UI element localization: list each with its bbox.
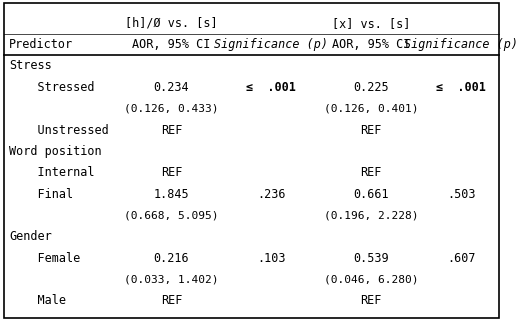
Text: (0.668, 5.095): (0.668, 5.095) <box>124 211 219 221</box>
Text: (0.126, 0.401): (0.126, 0.401) <box>324 104 418 114</box>
Text: Significance (p): Significance (p) <box>404 38 518 51</box>
Text: AOR, 95% CI: AOR, 95% CI <box>332 38 411 51</box>
Text: Male: Male <box>9 294 66 308</box>
Text: (0.196, 2.228): (0.196, 2.228) <box>324 211 418 221</box>
Text: Final: Final <box>9 188 73 201</box>
Text: REF: REF <box>360 294 382 308</box>
Text: REF: REF <box>161 124 182 136</box>
Text: Female: Female <box>9 252 80 265</box>
Text: Gender: Gender <box>9 230 52 243</box>
Text: REF: REF <box>360 124 382 136</box>
Text: Stressed: Stressed <box>9 81 94 94</box>
Text: Unstressed: Unstressed <box>9 124 109 136</box>
Text: ≤  .001: ≤ .001 <box>247 81 296 94</box>
Text: [x] vs. [s]: [x] vs. [s] <box>332 17 411 30</box>
Text: Internal: Internal <box>9 166 94 179</box>
Text: Stress: Stress <box>9 59 52 73</box>
Text: 0.234: 0.234 <box>153 81 189 94</box>
Text: Word position: Word position <box>9 145 102 158</box>
Text: .503: .503 <box>447 188 475 201</box>
Text: Predictor: Predictor <box>9 38 73 51</box>
Text: .103: .103 <box>257 252 286 265</box>
Text: (0.033, 1.402): (0.033, 1.402) <box>124 274 219 285</box>
Text: 0.539: 0.539 <box>354 252 389 265</box>
Text: (0.046, 6.280): (0.046, 6.280) <box>324 274 418 285</box>
Text: .607: .607 <box>447 252 475 265</box>
Text: (0.126, 0.433): (0.126, 0.433) <box>124 104 219 114</box>
Text: 0.661: 0.661 <box>354 188 389 201</box>
Text: AOR, 95% CI: AOR, 95% CI <box>132 38 211 51</box>
Text: 0.216: 0.216 <box>153 252 189 265</box>
Text: REF: REF <box>161 294 182 308</box>
Text: .236: .236 <box>257 188 286 201</box>
Text: Significance (p): Significance (p) <box>214 38 328 51</box>
Text: REF: REF <box>161 166 182 179</box>
Text: 1.845: 1.845 <box>153 188 189 201</box>
Text: [h]/Ø vs. [s]: [h]/Ø vs. [s] <box>125 17 218 30</box>
Text: ≤  .001: ≤ .001 <box>436 81 486 94</box>
Text: 0.225: 0.225 <box>354 81 389 94</box>
Text: REF: REF <box>360 166 382 179</box>
